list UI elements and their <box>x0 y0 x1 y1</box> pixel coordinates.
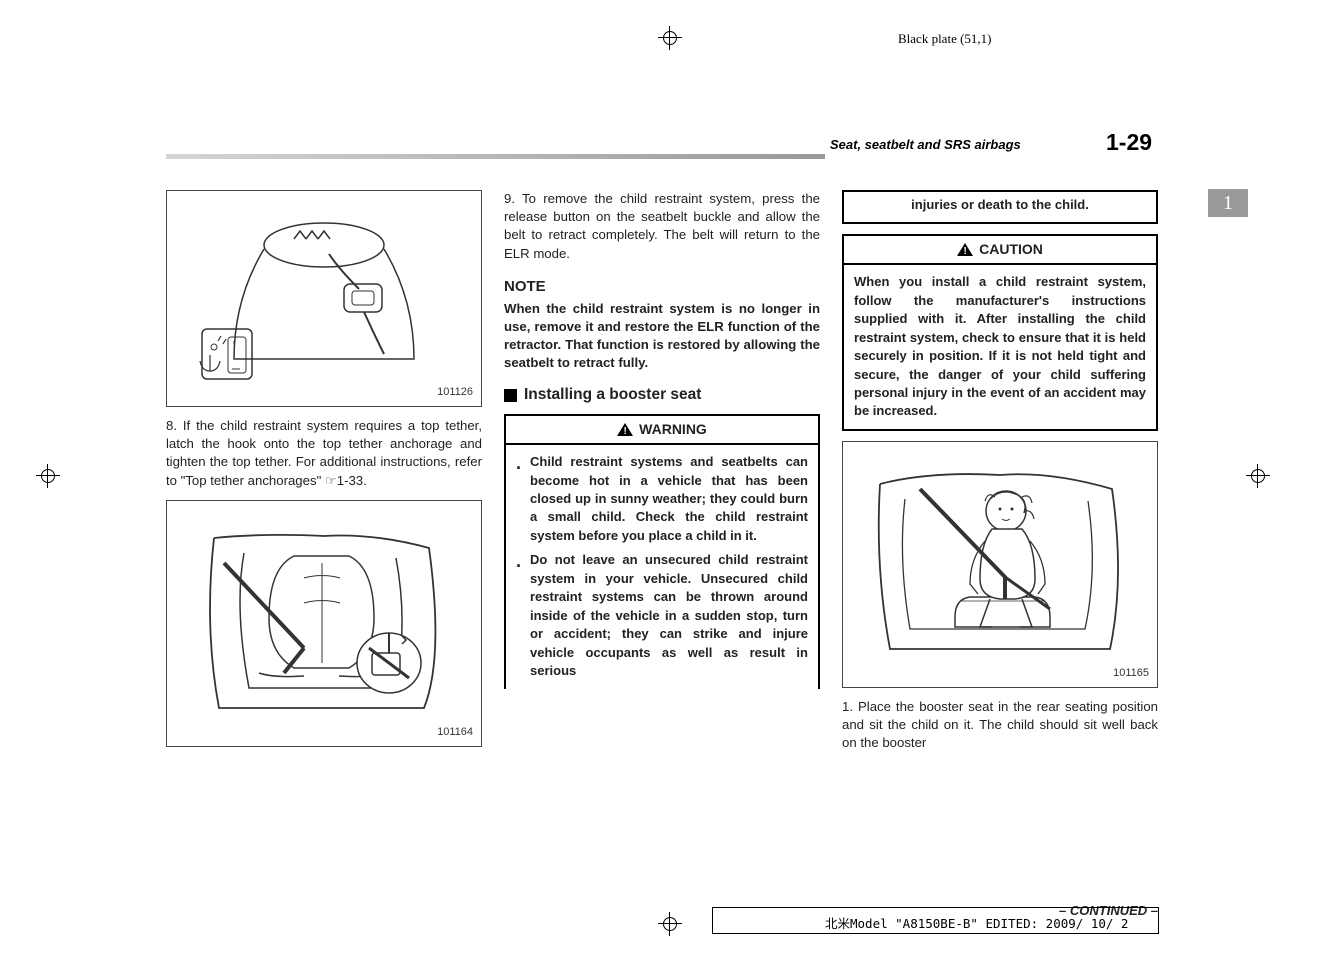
warning-item-2: Do not leave an unsecured child restrain… <box>516 551 808 680</box>
column-1: 101126 8. If the child restraint system … <box>166 190 482 757</box>
caution-label: CAUTION <box>979 240 1043 259</box>
step-8-text: 8. If the child restraint system require… <box>166 417 482 490</box>
section-heading-booster: Installing a booster seat <box>504 384 820 405</box>
caution-heading: CAUTION <box>844 236 1156 265</box>
figure-number: 101164 <box>437 725 473 740</box>
figure-booster-seat: 101165 <box>842 441 1158 688</box>
column-2: 9. To remove the child restraint system,… <box>504 190 820 699</box>
figure-tether-anchor: 101126 <box>166 190 482 407</box>
warning-item-1: Child restraint systems and seatbelts ca… <box>516 453 808 545</box>
warning-label: WARNING <box>639 420 707 439</box>
header-section-title: Seat, seatbelt and SRS airbags <box>830 137 1021 152</box>
note-body: When the child restraint system is no lo… <box>504 300 820 373</box>
figure-child-seat-belt: 101164 <box>166 500 482 747</box>
page-number: 1-29 <box>1106 129 1152 156</box>
warning-continuation: injuries or death to the child. <box>842 190 1158 224</box>
figure-number: 101165 <box>1113 666 1149 681</box>
step-9-text: 9. To remove the child restraint system,… <box>504 190 820 263</box>
registration-mark-right <box>1246 464 1270 488</box>
warning-body: Child restraint systems and seatbelts ca… <box>506 445 818 688</box>
warning-triangle-icon <box>617 423 633 436</box>
caution-body: When you install a child restraint syste… <box>844 265 1156 429</box>
warning-box: WARNING Child restraint systems and seat… <box>504 414 820 689</box>
header-rule <box>166 154 825 159</box>
column-3: injuries or death to the child. CAUTION … <box>842 190 1158 753</box>
registration-mark-bottom <box>658 912 682 936</box>
black-plate-text: Black plate (51,1) <box>898 31 992 47</box>
figure-number: 101126 <box>437 385 473 400</box>
caution-triangle-icon <box>957 243 973 256</box>
chapter-tab: 1 <box>1208 189 1248 217</box>
caution-box: CAUTION When you install a child restrai… <box>842 234 1158 431</box>
registration-mark-left <box>36 464 60 488</box>
section-heading-text: Installing a booster seat <box>524 384 701 405</box>
step-1-booster-text: 1. Place the booster seat in the rear se… <box>842 698 1158 753</box>
footer-text: 北米Model "A8150BE-B" EDITED: 2009/ 10/ 2 <box>825 913 1128 932</box>
footer-box: 北米Model "A8150BE-B" EDITED: 2009/ 10/ 2 <box>712 907 1159 934</box>
registration-mark-top <box>658 26 682 50</box>
warning-heading: WARNING <box>506 416 818 445</box>
section-square-icon <box>504 389 517 402</box>
note-heading: NOTE <box>504 277 820 298</box>
